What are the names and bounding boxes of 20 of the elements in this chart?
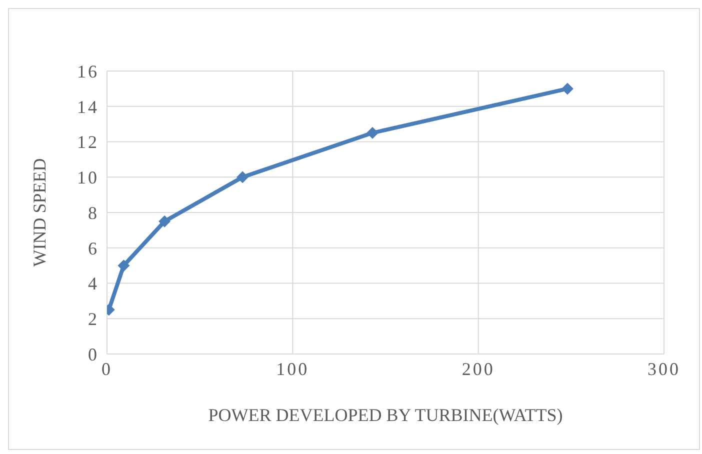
x-tick-label: 200 xyxy=(462,358,495,379)
point xyxy=(236,171,249,184)
y-tick-label: 0 xyxy=(88,344,99,364)
x-axis-title: POWER DEVELOPED BY TURBINE(WATTS) xyxy=(208,405,563,425)
x-tick-label: 300 xyxy=(648,358,680,379)
y-tick-label: 4 xyxy=(88,274,99,294)
point xyxy=(118,260,130,272)
y-tick-label: 16 xyxy=(77,61,99,82)
y-tick-label: 14 xyxy=(77,96,99,117)
x-tick-label: 0 xyxy=(102,358,112,379)
y-tick-label: 6 xyxy=(88,238,99,258)
point xyxy=(158,215,171,228)
y-tick-label: 12 xyxy=(77,132,99,152)
point xyxy=(366,126,379,139)
y-tick-label: 2 xyxy=(88,309,99,330)
y-axis-title: WIND SPEED xyxy=(29,158,50,267)
point xyxy=(561,82,574,95)
y-tick-label: 8 xyxy=(88,202,99,223)
x-tick-label: 100 xyxy=(276,358,310,379)
y-tick-label: 10 xyxy=(77,168,99,188)
